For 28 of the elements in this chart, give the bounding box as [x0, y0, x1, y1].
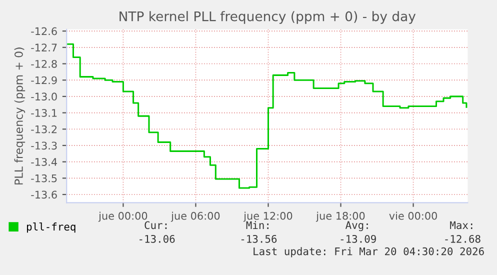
text: -12.68 — [445, 234, 480, 243]
text: -13.09 — [340, 234, 376, 243]
text: -13.06 — [140, 234, 175, 243]
legend-label: pll-freq — [27, 222, 76, 233]
x-tick-label: jue 00:00 — [98, 212, 148, 222]
y-tick-label: -12.9 — [31, 76, 57, 84]
text: Last update: Fri Mar 20 04:30:20 2026 — [254, 247, 484, 258]
x-tick-label: vie 00:00 — [389, 212, 437, 220]
x-tick-label: jue 06:00 — [170, 212, 220, 222]
y-tick-label: -12.6 — [31, 27, 57, 36]
y-tick-label: -13.2 — [31, 125, 57, 134]
text: Cur: — [144, 221, 167, 230]
y-tick-label: -13.5 — [31, 174, 57, 182]
text: Avg: — [345, 221, 368, 232]
text: -13.56 — [241, 234, 277, 243]
text: Max: — [450, 221, 472, 230]
y-tick-label: -12.8 — [31, 60, 57, 68]
y-axis-title: PLL frequency (ppm + 0) — [14, 48, 26, 184]
x-tick-label: jue 18:00 — [316, 212, 365, 222]
y-tick-label: -13.1 — [31, 109, 57, 117]
x-tick-label: jue 12:00 — [243, 212, 292, 222]
y-tick-label: -13.3 — [31, 142, 57, 150]
y-tick-label: -12.7 — [31, 44, 57, 52]
y-tick-label: -13.0 — [31, 92, 57, 101]
y-tick-label: -13.6 — [31, 190, 57, 199]
y-tick-label: -13.4 — [31, 158, 57, 166]
chart-title: NTP kernel PLL frequency (ppm + 0) - by day — [120, 11, 416, 24]
text: Min: — [246, 221, 268, 229]
